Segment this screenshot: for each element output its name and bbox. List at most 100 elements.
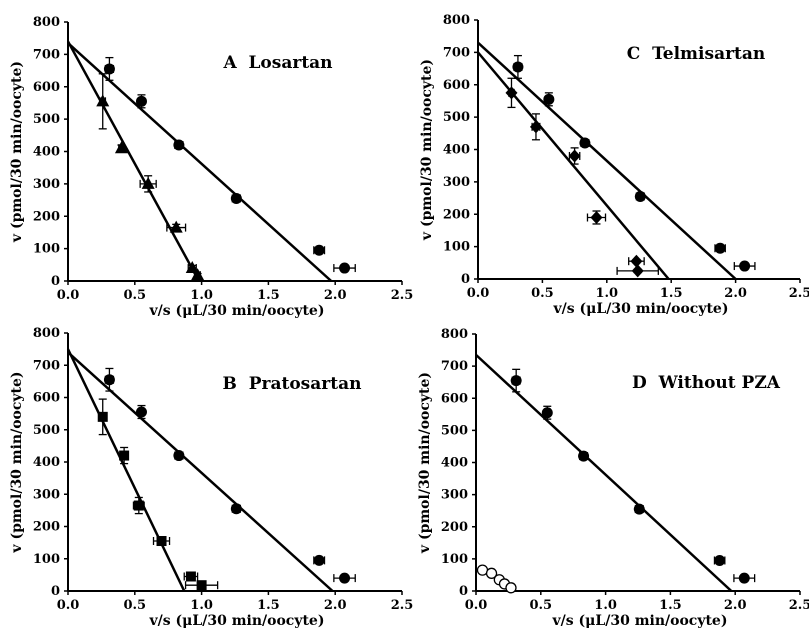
y-tick-label: 200	[33, 520, 60, 535]
y-tick-label: 300	[33, 177, 60, 192]
y-tick-label: 0	[459, 584, 468, 599]
data-point-triangle	[169, 220, 183, 233]
x-tick-label: 0.0	[467, 286, 490, 301]
x-tick-label: 2.5	[391, 598, 414, 613]
data-point-circle	[714, 242, 726, 254]
y-tick-label: 700	[443, 45, 470, 60]
chart-panel-c: 0 100 200 300 400 500 600 700 800 0.0 0.5 1.0 1.5 2.0…	[419, 13, 809, 317]
x-tick-label: 2.0	[724, 598, 747, 613]
x-tick-label: 1.5	[257, 598, 280, 613]
x-axis-label: v/s (μL/30 min/oocyte)	[553, 301, 729, 317]
y-tick-label: 0	[51, 584, 60, 599]
x-tick-label: 1.0	[595, 286, 618, 301]
y-tick-label: 600	[33, 391, 60, 406]
y-tick-label: 500	[443, 110, 470, 125]
data-point-circle	[510, 375, 522, 387]
y-tick-label: 100	[33, 552, 60, 567]
data-point-square	[97, 411, 108, 422]
data-point-circle	[633, 503, 645, 515]
panel-title: D Without PZA	[632, 373, 781, 393]
data-point-circle	[313, 244, 325, 256]
error-bar	[139, 175, 157, 193]
y-axis-label: v (pmol/30 min/oocyte)	[9, 371, 25, 553]
data-point-diamond	[631, 264, 644, 278]
data-point-circle	[339, 262, 351, 274]
x-tick-label: 1.5	[257, 288, 280, 303]
y-tick-label: 200	[33, 209, 60, 224]
chart-panel-d: 0 100 200 300 400 500 600 700 800 0.0 0.5 1.0 1.5 2.0…	[417, 327, 809, 629]
data-point-square	[196, 580, 207, 591]
data-point-circle	[135, 95, 147, 107]
y-tick-label: 500	[441, 423, 468, 438]
x-tick-label: 2.5	[789, 598, 809, 613]
panel-title: A Losartan	[222, 53, 332, 73]
y-tick-label: 400	[33, 145, 60, 160]
data-point-diamond	[505, 86, 518, 100]
fit-line	[475, 353, 733, 592]
x-tick-label: 1.0	[190, 598, 213, 613]
fit-line	[477, 51, 670, 280]
y-tick-label: 700	[33, 47, 60, 62]
y-tick-label: 400	[443, 143, 470, 158]
x-tick-label: 0.5	[529, 598, 552, 613]
fit-line	[66, 348, 186, 592]
x-tick-label: 1.5	[659, 598, 682, 613]
y-tick-label: 800	[33, 326, 60, 341]
fit-line	[66, 40, 201, 282]
x-tick-label: 2.0	[324, 288, 347, 303]
x-axis-label: v/s (μL/30 min/oocyte)	[552, 613, 728, 629]
data-point-circle	[173, 450, 185, 462]
data-point-square	[156, 536, 167, 547]
data-point-circle	[103, 374, 115, 386]
y-axis-label: v (pmol/30 min/oocyte)	[419, 59, 435, 241]
y-tick-label: 300	[33, 487, 60, 502]
x-tick-label: 1.0	[190, 288, 213, 303]
data-point-open-circle	[505, 582, 517, 594]
data-point-circle	[578, 450, 590, 462]
data-point-open-circle	[485, 567, 498, 579]
data-point-square	[119, 450, 130, 461]
y-tick-label: 100	[33, 242, 60, 257]
data-point-triangle	[114, 141, 128, 154]
data-point-circle	[339, 572, 351, 584]
y-tick-label: 300	[443, 175, 470, 190]
data-point-square	[185, 571, 196, 582]
y-tick-label: 300	[441, 488, 468, 503]
x-tick-label: 0.0	[57, 598, 80, 613]
x-tick-label: 2.5	[391, 288, 414, 303]
y-axis-label: v (pmol/30 min/oocyte)	[9, 61, 25, 243]
x-tick-label: 0.0	[57, 288, 80, 303]
y-tick-label: 800	[443, 13, 470, 28]
y-tick-label: 200	[441, 520, 468, 535]
x-tick-label: 2.0	[324, 598, 347, 613]
fit-line	[477, 41, 737, 280]
data-point-triangle	[141, 176, 155, 189]
y-tick-label: 400	[441, 456, 468, 471]
x-tick-label: 0.5	[123, 598, 146, 613]
x-tick-label: 1.0	[594, 598, 617, 613]
data-point-circle	[739, 260, 751, 272]
data-point-circle	[541, 407, 553, 419]
data-point-triangle	[185, 261, 199, 274]
x-tick-label: 0.5	[123, 288, 146, 303]
x-tick-label: 0.0	[465, 598, 488, 613]
data-point-diamond	[568, 149, 581, 163]
x-tick-label: 2.5	[789, 286, 809, 301]
panel-title: C Telmisartan	[627, 44, 766, 64]
y-tick-label: 0	[51, 274, 60, 289]
x-tick-label: 1.5	[660, 286, 683, 301]
data-point-diamond	[529, 120, 542, 134]
data-point-square	[133, 500, 144, 511]
data-point-triangle	[96, 94, 110, 107]
chart-panel-a: 0 100 200 300 400 500 600 700 800 0.0 0.5 1.0 1.5 2.0…	[9, 15, 413, 319]
y-tick-label: 400	[33, 455, 60, 470]
y-tick-label: 700	[441, 359, 468, 374]
data-point-circle	[512, 61, 524, 73]
y-tick-label: 800	[441, 327, 468, 342]
y-tick-label: 200	[443, 207, 470, 222]
y-tick-label: 600	[443, 78, 470, 93]
fit-line	[67, 351, 334, 592]
x-axis-label: v/s (μL/30 min/oocyte)	[149, 303, 325, 319]
data-point-circle	[313, 554, 325, 566]
